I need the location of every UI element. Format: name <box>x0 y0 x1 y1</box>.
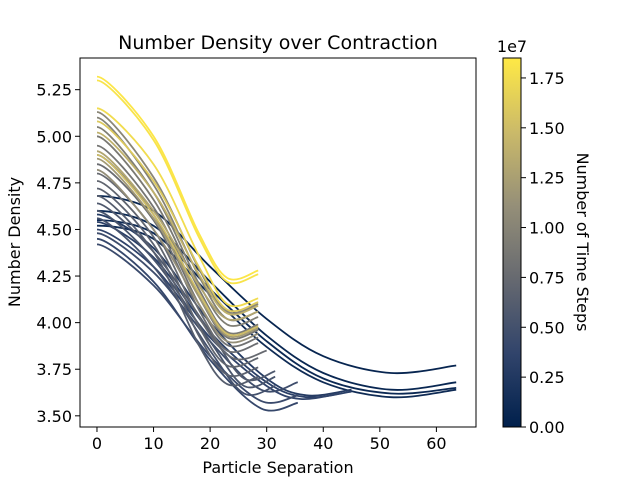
colorbar-offset-text: 1e7 <box>497 37 527 56</box>
colorbar-gradient <box>503 58 521 427</box>
series-line-29 <box>96 154 259 337</box>
x-tick-label: 20 <box>200 434 220 453</box>
series-line-18 <box>96 163 259 353</box>
colorbar: 0.00 0.25 0.50 0.75 1.00 1.25 1.50 1.75 1e7 Num… <box>497 37 592 437</box>
x-axis-label: Particle Separation <box>202 458 353 477</box>
colorbar-tick-label: 1.25 <box>529 169 565 188</box>
series-line-11 <box>96 217 276 396</box>
series-line-8 <box>96 237 299 412</box>
x-tick-label: 0 <box>92 434 102 453</box>
chart-title: Number Density over Contraction <box>118 32 438 54</box>
y-tick-label: 3.50 <box>36 407 72 426</box>
series-line-4 <box>96 224 457 399</box>
colorbar-axis: 0.00 0.25 0.50 0.75 1.00 1.25 1.50 1.75 <box>521 69 565 437</box>
series-line-3 <box>96 219 457 395</box>
colorbar-tick-label: 0.50 <box>529 318 565 337</box>
colorbar-tick-label: 0.75 <box>529 268 565 287</box>
plot-frame <box>79 57 477 428</box>
series-line-12 <box>96 209 276 389</box>
x-tick-label: 40 <box>313 434 333 453</box>
x-tick-label: 30 <box>257 434 277 453</box>
colorbar-tick-label: 1.50 <box>529 119 565 138</box>
y-tick-label: 4.25 <box>36 267 72 286</box>
series-layer <box>96 75 457 412</box>
y-axis: 3.50 3.75 4.00 4.25 4.50 4.75 5.00 5.25 <box>36 81 80 426</box>
y-tick-label: 5.25 <box>36 81 72 100</box>
x-tick-label: 60 <box>426 434 446 453</box>
x-tick-label: 10 <box>143 434 163 453</box>
series-line-31 <box>96 107 259 308</box>
x-axis: 0 10 20 30 40 50 60 <box>92 427 447 453</box>
series-line-21 <box>96 135 259 335</box>
series-line-25 <box>96 168 259 344</box>
series-line-2 <box>96 209 457 391</box>
y-axis-label: Number Density <box>5 177 24 307</box>
colorbar-tick-label: 1.75 <box>529 69 565 88</box>
series-line-27 <box>96 150 259 321</box>
y-tick-label: 4.50 <box>36 220 72 239</box>
series-line-28 <box>96 131 259 316</box>
y-tick-label: 4.75 <box>36 174 72 193</box>
series-line-14 <box>96 195 259 387</box>
y-tick-label: 5.00 <box>36 127 72 146</box>
series-line-30 <box>96 120 259 312</box>
series-line-15 <box>96 187 259 377</box>
colorbar-tick-label: 0.00 <box>529 418 565 437</box>
series-line-16 <box>96 180 259 368</box>
series-line-33 <box>96 75 259 281</box>
colorbar-frame <box>502 57 522 428</box>
series-line-32 <box>96 79 259 285</box>
colorbar-tick-label: 0.25 <box>529 368 565 387</box>
y-tick-label: 3.75 <box>36 360 72 379</box>
y-tick-label: 4.00 <box>36 314 72 333</box>
series-line-22 <box>96 126 259 327</box>
colorbar-label: Number of Time Steps <box>573 153 592 332</box>
series-line-26 <box>96 157 259 338</box>
series-line-1 <box>96 195 457 375</box>
colorbar-tick-label: 1.00 <box>529 219 565 238</box>
x-tick-label: 50 <box>370 434 390 453</box>
